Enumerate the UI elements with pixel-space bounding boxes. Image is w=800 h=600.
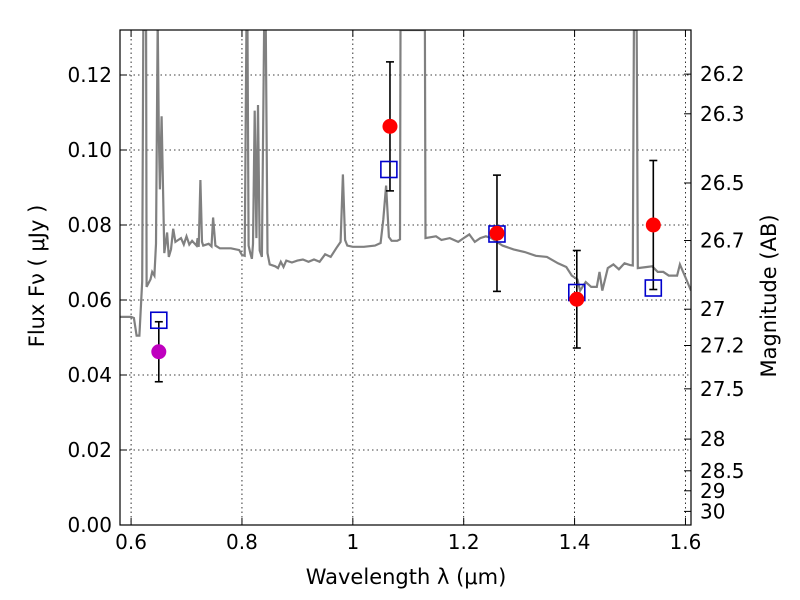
magnitude-tick-label: 29 (700, 479, 725, 503)
model-point-square (380, 160, 398, 179)
model-photometry-points (150, 160, 663, 330)
observed-point (382, 118, 398, 134)
error-bars (154, 61, 658, 383)
x-tick-label: 0.6 (115, 530, 147, 554)
observed-point (489, 225, 505, 241)
x-tick-label: 1.4 (559, 530, 591, 554)
observed-point (569, 291, 585, 307)
magnitude-tick-label: 26.3 (700, 102, 745, 126)
magnitude-tick-label: 26.5 (700, 171, 745, 195)
plot-frame (119, 29, 692, 526)
magnitude-tick-label: 30 (700, 499, 725, 523)
x-tick-label: 0.8 (226, 530, 258, 554)
magnitude-tick-label: 26.2 (700, 62, 745, 86)
y-tick-label: 0.00 (67, 513, 112, 537)
y-tick-label: 0.12 (67, 63, 112, 87)
magnitude-tick-label: 27.2 (700, 334, 745, 358)
axis-ticks: 0.6 0.8 1 1.2 1.4 1.6 0.00 0.02 0.04 0.06 0.08 0.10… (67, 30, 745, 554)
magnitude-tick-label: 27.5 (700, 377, 745, 401)
x-tick-label: 1 (346, 530, 359, 554)
model-spectrum-line (120, 30, 691, 337)
y-tick-label: 0.08 (67, 213, 112, 237)
observed-point (645, 217, 661, 233)
model-point-square (150, 311, 168, 330)
magnitude-tick-label: 28 (700, 427, 725, 451)
magnitude-tick-label: 28.5 (700, 459, 745, 483)
y-tick-label: 0.02 (67, 438, 112, 462)
y-axis-label: Flux Fν ( μJy ) (25, 205, 49, 348)
magnitude-tick-label: 27 (700, 297, 725, 321)
y-tick-label: 0.06 (67, 288, 112, 312)
y-tick-label: 0.04 (67, 363, 112, 387)
magnitude-axis-label: Magnitude (AB) (757, 214, 781, 377)
x-tick-label: 1.6 (670, 530, 702, 554)
magnitude-tick-label: 26.7 (700, 229, 745, 253)
x-tick-label: 1.2 (448, 530, 480, 554)
model-point-square (644, 279, 663, 297)
y-tick-label: 0.10 (67, 138, 112, 162)
observed-photometry-points (151, 118, 661, 360)
observed-point (151, 344, 167, 360)
x-axis-label: Wavelength λ (μm) (306, 565, 507, 589)
